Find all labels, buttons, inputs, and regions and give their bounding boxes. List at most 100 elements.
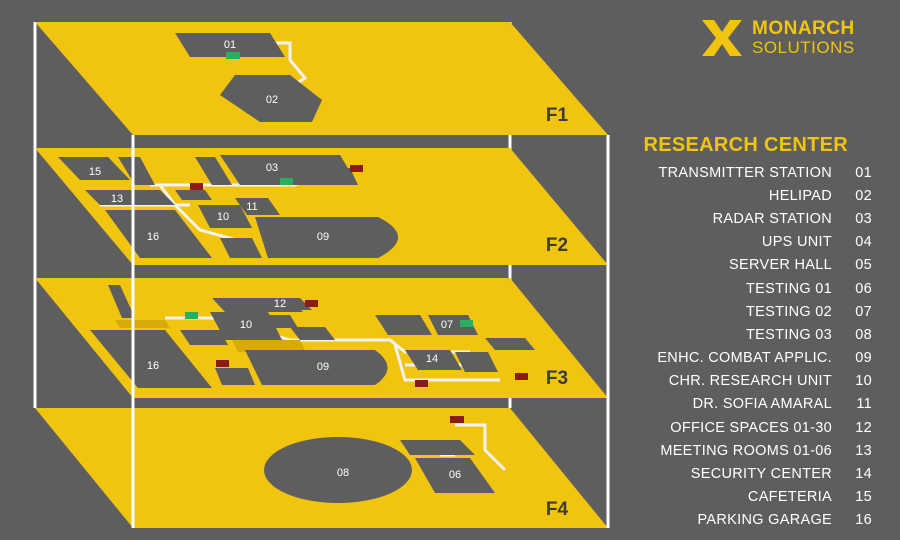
room-strip-f2b[interactable] — [195, 157, 232, 185]
legend-item: RADAR STATION 03 — [610, 207, 880, 230]
door-red — [305, 300, 318, 307]
legend-item: HELIPAD 02 — [610, 184, 880, 207]
room-11-label: 11 — [246, 201, 257, 213]
door-red — [216, 360, 229, 367]
door-green — [280, 178, 293, 185]
legend-item-name: ENHC. COMBAT APPLIC. — [657, 350, 832, 367]
room-small-f3b[interactable] — [290, 327, 335, 340]
room-small-f3g[interactable] — [455, 352, 498, 372]
room-06-label: 06 — [449, 469, 461, 481]
legend-item-name: OFFICE SPACES 01-30 — [670, 419, 832, 436]
room-03-label: 03 — [266, 162, 278, 174]
room-11[interactable] — [235, 198, 280, 215]
legend-item: DR. SOFIA AMARAL 11 — [610, 393, 880, 416]
room-07-label: 07 — [441, 319, 453, 331]
room-10-f2-label: 10 — [217, 211, 229, 223]
room-small-f2b[interactable] — [175, 190, 212, 200]
room-10-f3[interactable] — [210, 312, 282, 340]
room-02-label: 02 — [266, 94, 278, 106]
brand: MONARCH SOLUTIONS — [700, 16, 890, 60]
legend-item-name: TESTING 03 — [746, 326, 832, 343]
floor-f1-label: F1 — [546, 105, 569, 126]
room-small-f3a[interactable] — [265, 315, 298, 328]
legend-item-code: 09 — [855, 350, 872, 367]
room-small-f3c[interactable] — [180, 330, 228, 345]
room-12-label: 12 — [274, 298, 286, 310]
room-10-f2[interactable] — [198, 205, 252, 228]
legend-item: CHR. RESEARCH UNIT 10 — [610, 370, 880, 393]
legend-item: PARKING GARAGE 16 — [610, 509, 880, 532]
room-small-f2c[interactable] — [220, 238, 262, 258]
legend-item: OFFICE SPACES 01-30 12 — [610, 416, 880, 439]
room-09-f2-label: 09 — [317, 231, 329, 243]
legend-item: TESTING 01 06 — [610, 277, 880, 300]
legend-item-name: TESTING 01 — [746, 280, 832, 297]
room-strip-f3[interactable] — [108, 285, 135, 318]
legend-item-name: UPS UNIT — [761, 234, 832, 251]
legend-item-name: DR. SOFIA AMARAL — [692, 396, 832, 413]
room-small-f4[interactable] — [400, 440, 475, 455]
floor-f4: 08 06 F4 — [35, 408, 608, 528]
room-09-f3-label: 09 — [317, 361, 329, 373]
room-15[interactable] — [58, 157, 130, 180]
room-14[interactable] — [405, 350, 462, 370]
floor-f3: 16 12 10 09 07 14 F3 — [35, 278, 608, 398]
floor-f4-label: F4 — [546, 499, 569, 520]
door-green — [226, 52, 240, 59]
legend-item-code: 08 — [855, 326, 872, 343]
room-01-label: 01 — [224, 39, 236, 51]
legend-item-code: 14 — [855, 466, 872, 483]
room-01[interactable] — [175, 33, 285, 57]
room-13-label: 13 — [111, 193, 123, 205]
legend-item-name: CHR. RESEARCH UNIT — [668, 373, 832, 390]
room-16-f3-label: 16 — [147, 360, 159, 372]
floor-f1: 01 02 F1 — [35, 22, 608, 135]
corridor-amber — [115, 320, 170, 328]
room-small-f3d[interactable] — [215, 368, 255, 385]
room-08[interactable] — [264, 437, 412, 503]
legend-item-code: 05 — [855, 257, 872, 274]
room-strip-f2[interactable] — [118, 157, 155, 185]
room-small-f2a[interactable] — [320, 168, 358, 185]
legend-item-name: HELIPAD — [768, 187, 832, 204]
legend-item-code: 10 — [855, 373, 872, 390]
room-06[interactable] — [415, 458, 495, 493]
legend-item-code: 16 — [855, 512, 872, 529]
room-03[interactable] — [220, 155, 358, 185]
legend-item-code: 15 — [855, 489, 872, 506]
floor-f1-plate — [35, 22, 608, 135]
room-13[interactable] — [85, 190, 175, 205]
room-small-f3f[interactable] — [485, 338, 535, 350]
door-red — [450, 416, 464, 423]
room-14-label: 14 — [426, 353, 438, 365]
brand-name-line1: MONARCH — [752, 18, 855, 39]
legend-item-name: SERVER HALL — [729, 257, 832, 274]
legend-item-name: PARKING GARAGE — [697, 512, 832, 529]
door-green — [185, 312, 198, 319]
corridor-amber — [232, 340, 306, 352]
floor-f3-label: F3 — [546, 368, 568, 389]
room-02[interactable] — [220, 75, 322, 122]
room-16-f3[interactable] — [90, 330, 212, 388]
legend-item-name: RADAR STATION — [712, 210, 832, 227]
legend-item: ENHC. COMBAT APPLIC. 09 — [610, 347, 880, 370]
legend-item-code: 03 — [855, 210, 872, 227]
room-09-f2[interactable] — [255, 217, 398, 258]
legend-item-name: TRANSMITTER STATION — [658, 164, 832, 181]
room-12[interactable] — [255, 298, 312, 310]
legend-item: CAFETERIA 15 — [610, 486, 880, 509]
legend-item-name: SECURITY CENTER — [690, 466, 832, 483]
floor-f2-label: F2 — [546, 235, 568, 256]
room-16-f2-label: 16 — [147, 231, 159, 243]
legend-item-name: MEETING ROOMS 01-06 — [660, 442, 832, 459]
legend-item-code: 12 — [855, 419, 872, 436]
legend-item-code: 11 — [856, 396, 872, 413]
door-green — [460, 320, 473, 327]
room-small-f3e[interactable] — [375, 315, 432, 335]
room-09-f3[interactable] — [245, 350, 388, 385]
room-10-f3-label: 10 — [240, 319, 252, 331]
door-red — [415, 380, 428, 387]
room-15-label: 15 — [89, 166, 101, 178]
floor-f2: 15 13 16 03 10 11 09 F2 — [35, 148, 608, 265]
